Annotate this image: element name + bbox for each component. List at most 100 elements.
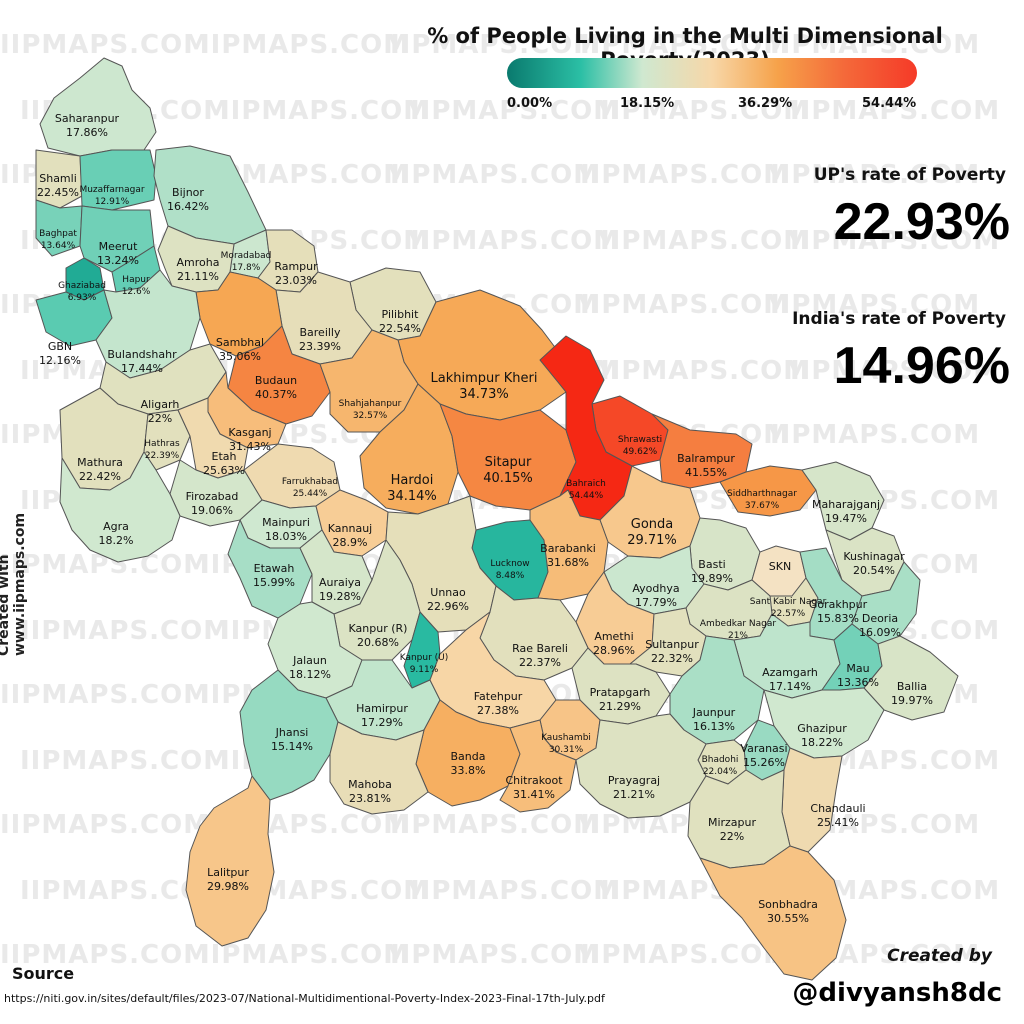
- district-jhansi: [239, 669, 339, 801]
- district-value-label: 13.36%: [837, 676, 879, 689]
- district-name-label: Etawah: [254, 562, 295, 575]
- district-name-label: Shamli: [39, 172, 77, 185]
- district-value-label: 33.8%: [451, 764, 486, 777]
- district-chitrakoot: [499, 719, 577, 813]
- legend-label-min: 0.00%: [507, 96, 553, 111]
- district-name-label: Gonda: [631, 517, 674, 532]
- district-name-label: Bulandshahr: [107, 348, 177, 361]
- district-name-label: Mahoba: [348, 778, 392, 791]
- district-value-label: 18.03%: [265, 530, 307, 543]
- watermark-text: IIPMAPS.COM: [790, 96, 1001, 126]
- district-name-label: Kanpur (R): [349, 622, 408, 635]
- district-name-label: Amethi: [594, 630, 633, 643]
- district-name-label: Unnao: [430, 586, 466, 599]
- watermark-text: IIPMAPS.COM: [600, 356, 811, 386]
- watermark-text: IIPMAPS.COM: [390, 160, 601, 190]
- district-value-label: 31.43%: [229, 440, 271, 453]
- district-value-label: 12.6%: [122, 287, 151, 297]
- district-value-label: 30.31%: [549, 745, 584, 755]
- district-value-label: 22%: [148, 412, 172, 425]
- district-value-label: 15.14%: [271, 740, 313, 753]
- watermark-text: IIPMAPS.COM: [200, 940, 411, 970]
- district-name-label: SKN: [769, 560, 791, 573]
- district-name-label: Pratapgarh: [590, 686, 651, 699]
- district-value-label: 22.45%: [37, 186, 79, 199]
- watermark-text: IIPMAPS.COM: [580, 290, 791, 320]
- district-name-label: Sultanpur: [645, 638, 699, 651]
- district-value-label: 17.86%: [66, 126, 108, 139]
- district-value-label: 16.42%: [167, 200, 209, 213]
- district-name-label: Mau: [846, 662, 869, 675]
- district-name-label: Siddharthnagar: [727, 489, 797, 499]
- watermark-text: IIPMAPS.COM: [0, 810, 211, 840]
- district-value-label: 31.68%: [547, 556, 589, 569]
- district-name-label: Sonbhadra: [758, 898, 818, 911]
- district-value-label: 15.83%: [817, 612, 859, 625]
- watermark-text: IIPMAPS.COM: [220, 96, 431, 126]
- legend-label-3: 36.29%: [738, 96, 793, 111]
- district-name-label: Hathras: [144, 439, 180, 449]
- district-value-label: 21.21%: [613, 788, 655, 801]
- district-value-label: 18.2%: [99, 534, 134, 547]
- district-value-label: 40.15%: [483, 471, 533, 486]
- district-agra: [59, 451, 181, 563]
- district-value-label: 29.71%: [627, 533, 677, 548]
- district-bulandshahr: [95, 269, 201, 379]
- district-name-label: Bijnor: [172, 186, 204, 199]
- district-value-label: 16.13%: [693, 720, 735, 733]
- district-name-label: Chandauli: [810, 802, 865, 815]
- district-name-label: Basti: [698, 558, 725, 571]
- watermark-text: IIPMAPS.COM: [20, 616, 231, 646]
- district-name-label: Shrawasti: [618, 435, 662, 445]
- watermark-text: IIPMAPS.COM: [770, 160, 981, 190]
- district-value-label: 30.55%: [767, 912, 809, 925]
- district-value-label: 6.93%: [68, 293, 97, 303]
- district-name-label: Rampur: [274, 260, 318, 273]
- district-name-label: Prayagraj: [608, 774, 660, 787]
- district-name-label: GBN: [48, 340, 72, 353]
- district-name-label: Fatehpur: [474, 690, 523, 703]
- district-name-label: Saharanpur: [55, 112, 120, 125]
- district-value-label: 17.8%: [232, 263, 261, 273]
- district-name-label: Kannauj: [328, 522, 372, 535]
- district-name-label: Moradabad: [221, 251, 272, 261]
- district-name-label: Mirzapur: [708, 816, 757, 829]
- district-ballia: [863, 635, 959, 721]
- watermark-text: IIPMAPS.COM: [580, 30, 791, 60]
- district-name-label: Shahjahanpur: [339, 399, 402, 409]
- district-name-label: Amroha: [177, 256, 220, 269]
- watermark-text: IIPMAPS.COM: [0, 680, 211, 710]
- district-value-label: 23.03%: [275, 274, 317, 287]
- district-value-label: 22.37%: [519, 656, 561, 669]
- up-rate-label: UP's rate of Poverty: [813, 165, 1006, 185]
- watermark-text: IIPMAPS.COM: [390, 940, 601, 970]
- district-name-label: Meerut: [99, 240, 139, 253]
- district-name-label: Firozabad: [186, 490, 239, 503]
- india-rate-label: India's rate of Poverty: [792, 309, 1006, 329]
- watermark-text: IIPMAPS.COM: [580, 940, 791, 970]
- district-value-label: 17.14%: [769, 680, 811, 693]
- district-name-label: Baghpat: [39, 229, 77, 239]
- district-name-label: Ghazipur: [797, 722, 847, 735]
- watermark-text: IIPMAPS.COM: [0, 940, 211, 970]
- district-value-label: 29.98%: [207, 880, 249, 893]
- district-mahoba: [329, 721, 429, 815]
- district-name-label: Ambedkar Nagar: [700, 619, 776, 629]
- district-value-label: 18.12%: [289, 668, 331, 681]
- watermark-text: IIPMAPS.COM: [200, 30, 411, 60]
- district-name-label: Jalaun: [292, 654, 327, 667]
- district-name-label: Ayodhya: [632, 582, 679, 595]
- legend-label-max: 54.44%: [862, 96, 917, 111]
- district-value-label: 54.44%: [569, 491, 604, 501]
- district-value-label: 19.97%: [891, 694, 933, 707]
- source-url: https://niti.gov.in/sites/default/files/…: [4, 992, 605, 1005]
- district-value-label: 17.79%: [635, 596, 677, 609]
- district-name-label: Gorakhpur: [809, 598, 868, 611]
- district-name-label: Lucknow: [490, 559, 529, 569]
- district-name-label: Etah: [212, 450, 237, 463]
- district-value-label: 22.39%: [145, 451, 180, 461]
- district-name-label: Bahraich: [566, 479, 606, 489]
- district-value-label: 35.06%: [219, 350, 261, 363]
- side-credit: Created with www.iipmaps.com: [0, 512, 28, 656]
